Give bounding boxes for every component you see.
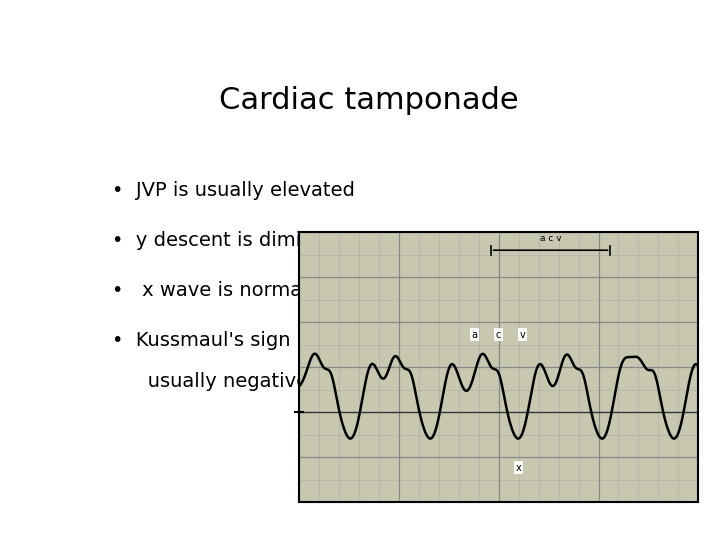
Text: •   x wave is normal: • x wave is normal [112, 281, 308, 300]
Text: a c v: a c v [540, 234, 562, 244]
Text: •  y descent is diminished or absent: • y descent is diminished or absent [112, 231, 465, 250]
Text: usually negative: usually negative [129, 373, 308, 392]
Text: a: a [472, 330, 477, 340]
Text: Cardiac tamponade: Cardiac tamponade [219, 85, 519, 114]
Text: x: x [516, 463, 521, 472]
Text: c: c [496, 330, 501, 340]
Text: •  Kussmaul's sign: • Kussmaul's sign [112, 331, 291, 350]
Text: •  JVP is usually elevated: • JVP is usually elevated [112, 181, 355, 200]
Text: v: v [520, 330, 526, 340]
